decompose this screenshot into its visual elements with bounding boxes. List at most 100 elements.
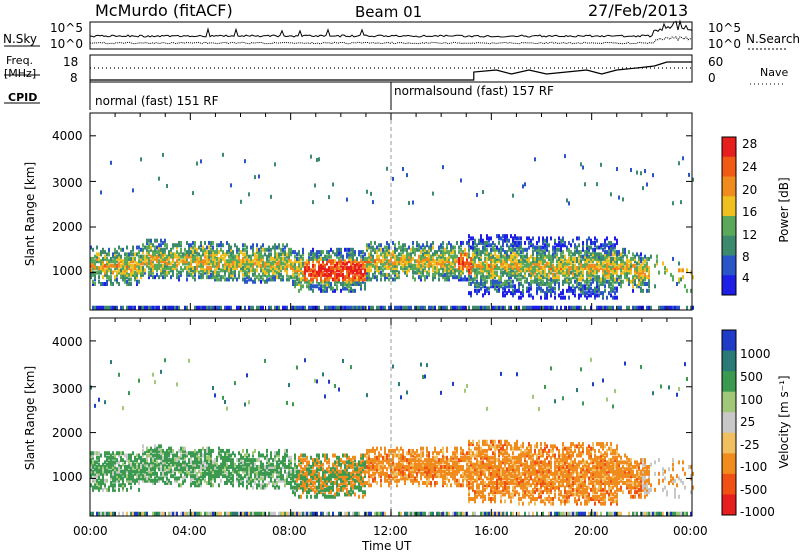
- power-cell: [360, 277, 362, 282]
- velocity-cell: [156, 474, 158, 479]
- power-cell: [466, 277, 468, 282]
- velocity-cell: [124, 467, 126, 472]
- power-cell: [234, 261, 236, 266]
- velocity-cell: [274, 455, 276, 460]
- power-cell: [350, 288, 352, 293]
- velocity-cell: [116, 476, 118, 481]
- power-cell: [374, 259, 376, 264]
- velocity-cell: [254, 476, 256, 481]
- power-cell: [514, 254, 516, 259]
- power-cell: [384, 275, 386, 280]
- power-cell: [308, 282, 310, 287]
- power-cell: [528, 282, 530, 287]
- velocity-cell: [96, 455, 98, 460]
- power-cell: [618, 266, 620, 271]
- power-cell: [180, 272, 182, 277]
- power-cell: [122, 247, 124, 252]
- velocity-cell: [116, 471, 118, 476]
- power-cell: [616, 238, 618, 243]
- power-cell: [540, 254, 542, 259]
- power-cell: [514, 261, 516, 266]
- power-cell: [638, 266, 640, 271]
- power-cell: [156, 245, 158, 250]
- power-cell: [614, 256, 616, 261]
- power-cell: [298, 272, 300, 277]
- velocity-cell: [182, 476, 184, 481]
- power-cell: [148, 266, 150, 271]
- velocity-cell: [294, 453, 296, 458]
- velocity-cell: [160, 460, 162, 465]
- power-cell: [500, 284, 502, 289]
- power-cell: [558, 266, 560, 271]
- power-cell: [462, 261, 464, 266]
- power-cell: [612, 272, 614, 277]
- power-cell: [556, 275, 558, 280]
- power-cell: [544, 293, 546, 298]
- velocity-cell: [160, 444, 162, 449]
- power-cell: [610, 250, 612, 255]
- power-cell: [432, 256, 434, 261]
- power-cell: [242, 243, 244, 248]
- power-cell: [502, 254, 504, 259]
- velocity-cell: [144, 511, 146, 516]
- power-cell: [340, 282, 342, 287]
- power-cell: [194, 259, 196, 264]
- velocity-cell: [138, 467, 140, 472]
- power-cell: [542, 261, 544, 266]
- power-cell: [324, 268, 326, 273]
- power-cell: [180, 250, 182, 255]
- power-cell: [452, 254, 454, 259]
- power-cell: [206, 254, 208, 259]
- power-cell: [628, 277, 630, 282]
- power-cell: [542, 240, 544, 245]
- power-cell: [420, 305, 422, 310]
- power-cell: [486, 305, 488, 310]
- velocity-cell: [172, 448, 174, 453]
- velocity-cell: [96, 478, 98, 483]
- velocity-cell: [224, 469, 226, 474]
- power-cell: [560, 266, 562, 271]
- power-cell: [226, 261, 228, 266]
- velocity-cell: [214, 469, 216, 474]
- power-cell: [388, 250, 390, 255]
- power-cell: [120, 247, 122, 252]
- power-cell: [400, 256, 402, 261]
- power-cell: [538, 286, 540, 291]
- velocity-cell: [196, 451, 198, 456]
- power-cell: [166, 183, 168, 188]
- velocity-cell: [182, 446, 184, 451]
- power-cell: [330, 270, 332, 275]
- power-cell: [350, 268, 352, 273]
- power-cell: [340, 252, 342, 257]
- power-cell: [498, 284, 500, 289]
- power-cell: [514, 272, 516, 277]
- power-cell: [616, 270, 618, 275]
- power-cell: [590, 240, 592, 245]
- power-cell: [604, 268, 606, 273]
- velocity-cell: [160, 476, 162, 481]
- power-cell: [350, 259, 352, 264]
- power-cell: [638, 282, 640, 287]
- velocity-cell: [128, 391, 130, 396]
- velocity-cell: [268, 471, 270, 476]
- velocity-cell: [158, 467, 160, 472]
- power-cell: [372, 263, 374, 268]
- power-cell: [218, 270, 220, 275]
- velocity-cell: [290, 469, 292, 474]
- power-cell: [292, 263, 294, 268]
- power-cell: [642, 270, 644, 275]
- velocity-cell: [106, 464, 108, 469]
- power-cell: [626, 259, 628, 264]
- power-cell: [534, 277, 536, 282]
- power-cell: [288, 256, 290, 261]
- power-cell: [282, 266, 284, 271]
- velocity-cell: [184, 448, 186, 453]
- power-cell: [614, 291, 616, 296]
- power-cell: [518, 288, 520, 293]
- power-cell: [606, 305, 608, 310]
- power-cell: [478, 288, 480, 293]
- power-cell: [448, 261, 450, 266]
- power-cell: [500, 270, 502, 275]
- power-cell: [232, 272, 234, 277]
- velocity-cell: [134, 481, 136, 485]
